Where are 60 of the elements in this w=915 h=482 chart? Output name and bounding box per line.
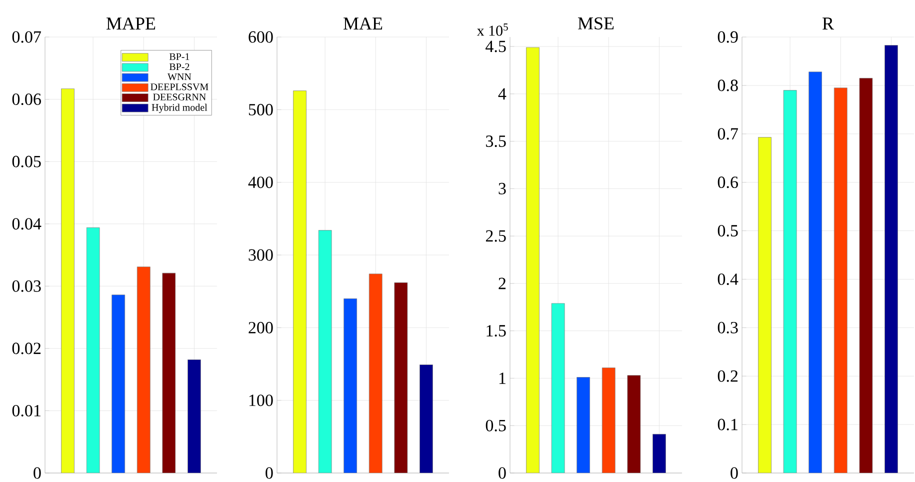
y-tick-label: 0.01 (12, 404, 40, 416)
y-tick-label: 0 (266, 467, 273, 479)
y-tick-label: 200 (248, 322, 273, 334)
y-tick-label: 100 (249, 394, 273, 406)
y-tick-label: 4.5 (486, 40, 506, 52)
bar (136, 266, 150, 473)
legend-label: DEESGRNN (153, 94, 206, 100)
y-tick-label: 0.05 (12, 156, 41, 168)
y-tick-label: 1.5 (486, 325, 506, 337)
bar (783, 90, 797, 473)
text: x 10$^{5}$ (476, 24, 508, 36)
y-tick-label: 600 (248, 31, 273, 43)
y-tick-label: 3 (498, 182, 506, 194)
bar (318, 230, 332, 473)
chart-title: MAE (344, 18, 382, 30)
bar (344, 298, 358, 473)
y-tick-label: 0.5 (486, 420, 506, 432)
y-tick-label: 0.5 (718, 225, 738, 237)
y-tick-label: 0.03 (12, 280, 41, 292)
bar (859, 78, 873, 473)
y-tick-label: 4 (498, 88, 506, 100)
y-tick-label: 0.6 (718, 176, 738, 188)
y-tick-label: 0 (730, 467, 738, 479)
chart-title: MAPE (106, 18, 156, 30)
y-tick-label: 500 (248, 104, 273, 116)
legend-label: BP-1 (169, 53, 190, 60)
bar (368, 274, 382, 473)
bar (758, 137, 772, 473)
y-tick-label: 0.2 (718, 370, 738, 382)
bar (86, 227, 100, 473)
bar (551, 303, 565, 473)
legend-label: DEEPLSSVM (150, 84, 208, 90)
y-tick-label: 0.1 (718, 418, 738, 430)
y-tick-label: 0.9 (718, 31, 738, 43)
y-tick-label: 0.07 (12, 31, 41, 43)
y-tick-label: 1 (499, 372, 506, 384)
bar (576, 377, 590, 473)
bar (526, 47, 540, 473)
chart-title: R (822, 18, 834, 30)
y-tick-label: 0.06 (12, 94, 41, 106)
y-tick-label: 0.02 (12, 342, 41, 354)
y-tick-label: 300 (248, 249, 273, 261)
y-tick-label: 400 (248, 176, 273, 188)
legend-label: WNN (168, 73, 192, 80)
y-tick-label: 3.5 (486, 136, 506, 148)
y-tick-label: 0.8 (718, 80, 738, 92)
y-tick-label: 2.5 (486, 230, 506, 242)
y-tick-label: 0.4 (718, 273, 738, 285)
bar (808, 72, 822, 473)
chart-title: MSE (578, 17, 614, 30)
legend-label: BP-2 (169, 63, 190, 70)
y-tick-label: 0.7 (718, 128, 738, 140)
y-tick-label: 0.3 (718, 322, 738, 334)
y-tick-label: 0.04 (12, 218, 42, 230)
y-tick-label: 2 (498, 278, 506, 290)
y-tick-label: 0 (498, 467, 506, 479)
legend-label: Hybrid model (152, 104, 208, 113)
y-tick-label: 0 (34, 467, 41, 479)
bar (652, 434, 666, 473)
bar (112, 294, 126, 473)
